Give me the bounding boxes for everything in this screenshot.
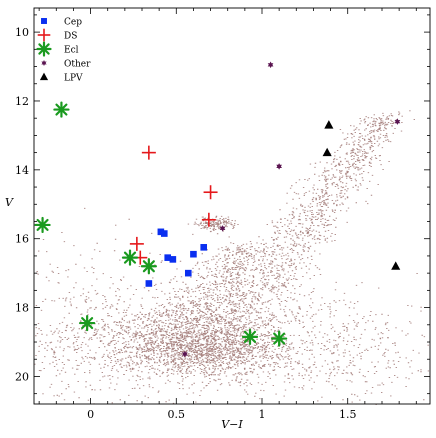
cep-point-1 xyxy=(160,230,168,237)
legend-swatch xyxy=(39,72,49,81)
x-tick-label: 1 xyxy=(259,408,266,421)
ecl-point-6 xyxy=(271,330,288,347)
legend-swatch xyxy=(41,18,47,24)
ecl-point-3 xyxy=(140,258,157,275)
ds-point-2 xyxy=(201,212,216,227)
series-cep xyxy=(145,228,208,287)
x-axis-title: V−I xyxy=(221,418,243,431)
series-other xyxy=(182,61,401,358)
ds-point-0 xyxy=(141,145,156,160)
cep-point-6 xyxy=(200,244,208,251)
axis-ticks xyxy=(34,8,430,404)
y-tick-label: 18 xyxy=(15,302,29,315)
cep-point-3 xyxy=(169,256,177,263)
other-point-4 xyxy=(182,350,188,358)
y-tick-label: 16 xyxy=(15,233,29,246)
lpv-point-0 xyxy=(324,120,334,129)
x-tick-label: 0 xyxy=(87,408,94,421)
y-tick-label: 12 xyxy=(15,95,29,108)
legend-label: Other xyxy=(64,60,91,70)
cep-point-0 xyxy=(157,228,165,236)
cep-point-7 xyxy=(145,280,153,287)
other-point-1 xyxy=(276,163,282,170)
lpv-point-1 xyxy=(322,147,332,157)
y-tick-label: 10 xyxy=(15,26,29,39)
legend-label: DS xyxy=(64,32,77,42)
other-point-3 xyxy=(219,225,226,232)
cep-point-5 xyxy=(190,250,197,258)
legend: Cep DS Ecl Other LPV xyxy=(36,18,91,84)
y-axis-title: V xyxy=(5,196,14,209)
legend-entry-lpv: LPV xyxy=(39,72,83,84)
ecl-point-5 xyxy=(241,328,259,345)
axis-labels: 0 0.5 1 1.5 10 12 14 16 18 20 V−I V xyxy=(5,26,356,431)
ecl-point-2 xyxy=(121,249,139,266)
ecl-point-0 xyxy=(53,101,70,118)
legend-label: Ecl xyxy=(64,46,79,56)
plot-frame xyxy=(33,7,431,405)
legend-entry-other: Other xyxy=(41,60,91,70)
lpv-point-2 xyxy=(391,261,401,270)
legend-swatch xyxy=(41,60,47,66)
x-tick-label: 0.5 xyxy=(168,408,186,421)
series-lpv xyxy=(322,120,401,270)
ecl-point-4 xyxy=(79,314,96,332)
legend-entry-ds: DS xyxy=(37,28,77,42)
other-point-2 xyxy=(394,118,401,125)
cep-point-4 xyxy=(184,269,192,277)
y-tick-label: 14 xyxy=(15,164,29,177)
catalog-markers xyxy=(34,61,401,358)
legend-entry-cep: Cep xyxy=(41,18,82,28)
legend-entry-ecl: Ecl xyxy=(36,41,79,57)
cep-point-2 xyxy=(164,254,172,261)
legend-swatch xyxy=(37,28,51,42)
other-point-0 xyxy=(267,61,274,69)
ds-point-3 xyxy=(129,236,144,251)
legend-label: LPV xyxy=(64,74,83,84)
series-ecl xyxy=(34,101,288,347)
y-tick-label: 20 xyxy=(15,370,29,383)
ds-point-1 xyxy=(203,185,218,200)
ecl-point-1 xyxy=(34,216,51,234)
legend-label: Cep xyxy=(64,18,82,28)
legend-swatch xyxy=(36,41,52,57)
x-tick-label: 1.5 xyxy=(339,408,357,421)
